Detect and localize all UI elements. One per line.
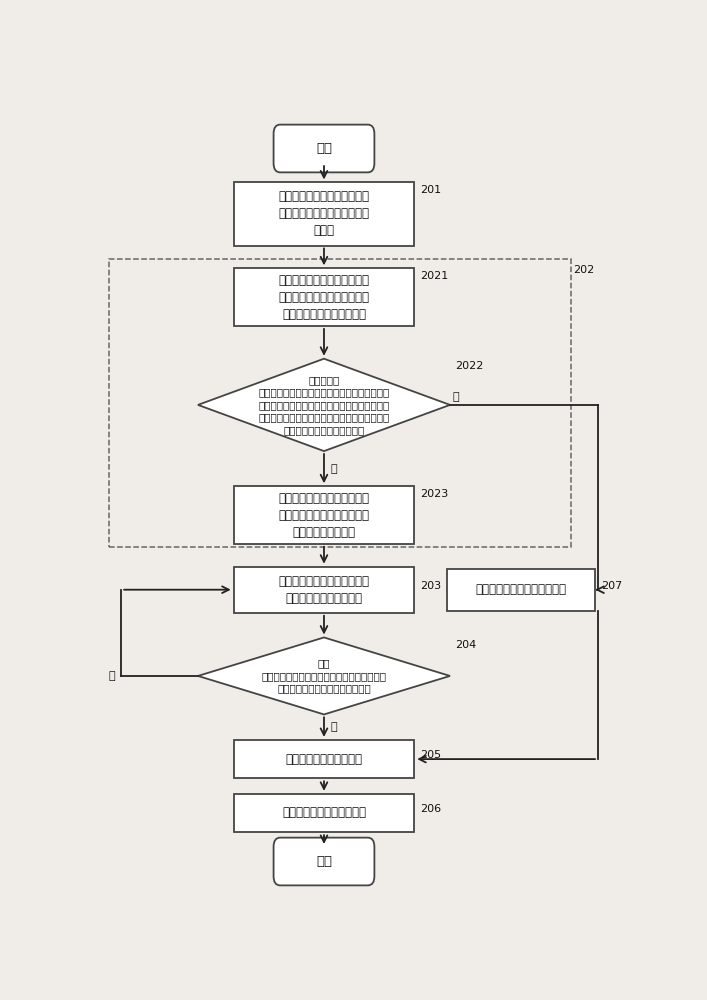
Text: 开始: 开始 — [316, 142, 332, 155]
Text: 将提示信息发送至远程终端: 将提示信息发送至远程终端 — [282, 806, 366, 820]
Text: 否: 否 — [331, 722, 337, 732]
Text: 206: 206 — [420, 804, 441, 814]
Text: 204: 204 — [455, 640, 477, 650]
Text: 2021: 2021 — [420, 271, 448, 281]
Text: 205: 205 — [420, 750, 441, 760]
Polygon shape — [198, 637, 450, 714]
Polygon shape — [198, 359, 450, 451]
Text: 判断
在预设时长内智能保险筱内的保存环境是否调
节至符合存储物品对应的保存条件: 判断 在预设时长内智能保险筱内的保存环境是否调 节至符合存储物品对应的保存条件 — [262, 659, 387, 693]
Text: 智能保险筱
判断是否存在以下情况：多种质地对应的多种温
度条件之间的最大差値等于或大于预设温度差値
，或者多种质地对应的多种湿度条件之间的最大
差値等于或大于预: 智能保险筱 判断是否存在以下情况：多种质地对应的多种温 度条件之间的最大差値等于… — [258, 375, 390, 435]
FancyBboxPatch shape — [233, 486, 414, 544]
Text: 2023: 2023 — [420, 489, 448, 499]
Text: 2022: 2022 — [455, 361, 484, 371]
Text: 根据多种质地以及质地与保存
条件的预设对应关系，获取多
种质地对应的多种保存条件: 根据多种质地以及质地与保存 条件的预设对应关系，获取多 种质地对应的多种保存条件 — [279, 274, 370, 321]
FancyBboxPatch shape — [274, 125, 375, 172]
Text: 202: 202 — [573, 265, 595, 275]
Text: 否: 否 — [331, 464, 337, 474]
Text: 结束: 结束 — [316, 855, 332, 868]
Text: 201: 201 — [420, 185, 441, 195]
FancyBboxPatch shape — [233, 182, 414, 246]
Text: 根据存储物品的保存条件调节
智能保险筱内的保存环境: 根据存储物品的保存条件调节 智能保险筱内的保存环境 — [279, 575, 370, 605]
FancyBboxPatch shape — [233, 268, 414, 326]
Text: 识别智能保险筱内的存储物品
的质地，其中存储物品具有多
种质地: 识别智能保险筱内的存储物品 的质地，其中存储物品具有多 种质地 — [279, 190, 370, 237]
FancyBboxPatch shape — [448, 569, 595, 611]
FancyBboxPatch shape — [233, 794, 414, 832]
FancyBboxPatch shape — [233, 567, 414, 613]
FancyBboxPatch shape — [274, 838, 375, 885]
Text: 207: 207 — [601, 581, 622, 591]
Text: 203: 203 — [420, 581, 441, 591]
FancyBboxPatch shape — [233, 740, 414, 778]
Text: 是: 是 — [452, 392, 460, 402]
Text: 发出无法调节的提示信息: 发出无法调节的提示信息 — [286, 753, 363, 766]
Text: 是: 是 — [108, 671, 115, 681]
Text: 发出建议分开存储的提示信息: 发出建议分开存储的提示信息 — [476, 583, 567, 596]
Text: 将多种质地对应的多种保存条
件进行折中处理，以获取存储
物品对应的保存条件: 将多种质地对应的多种保存条 件进行折中处理，以获取存储 物品对应的保存条件 — [279, 492, 370, 539]
